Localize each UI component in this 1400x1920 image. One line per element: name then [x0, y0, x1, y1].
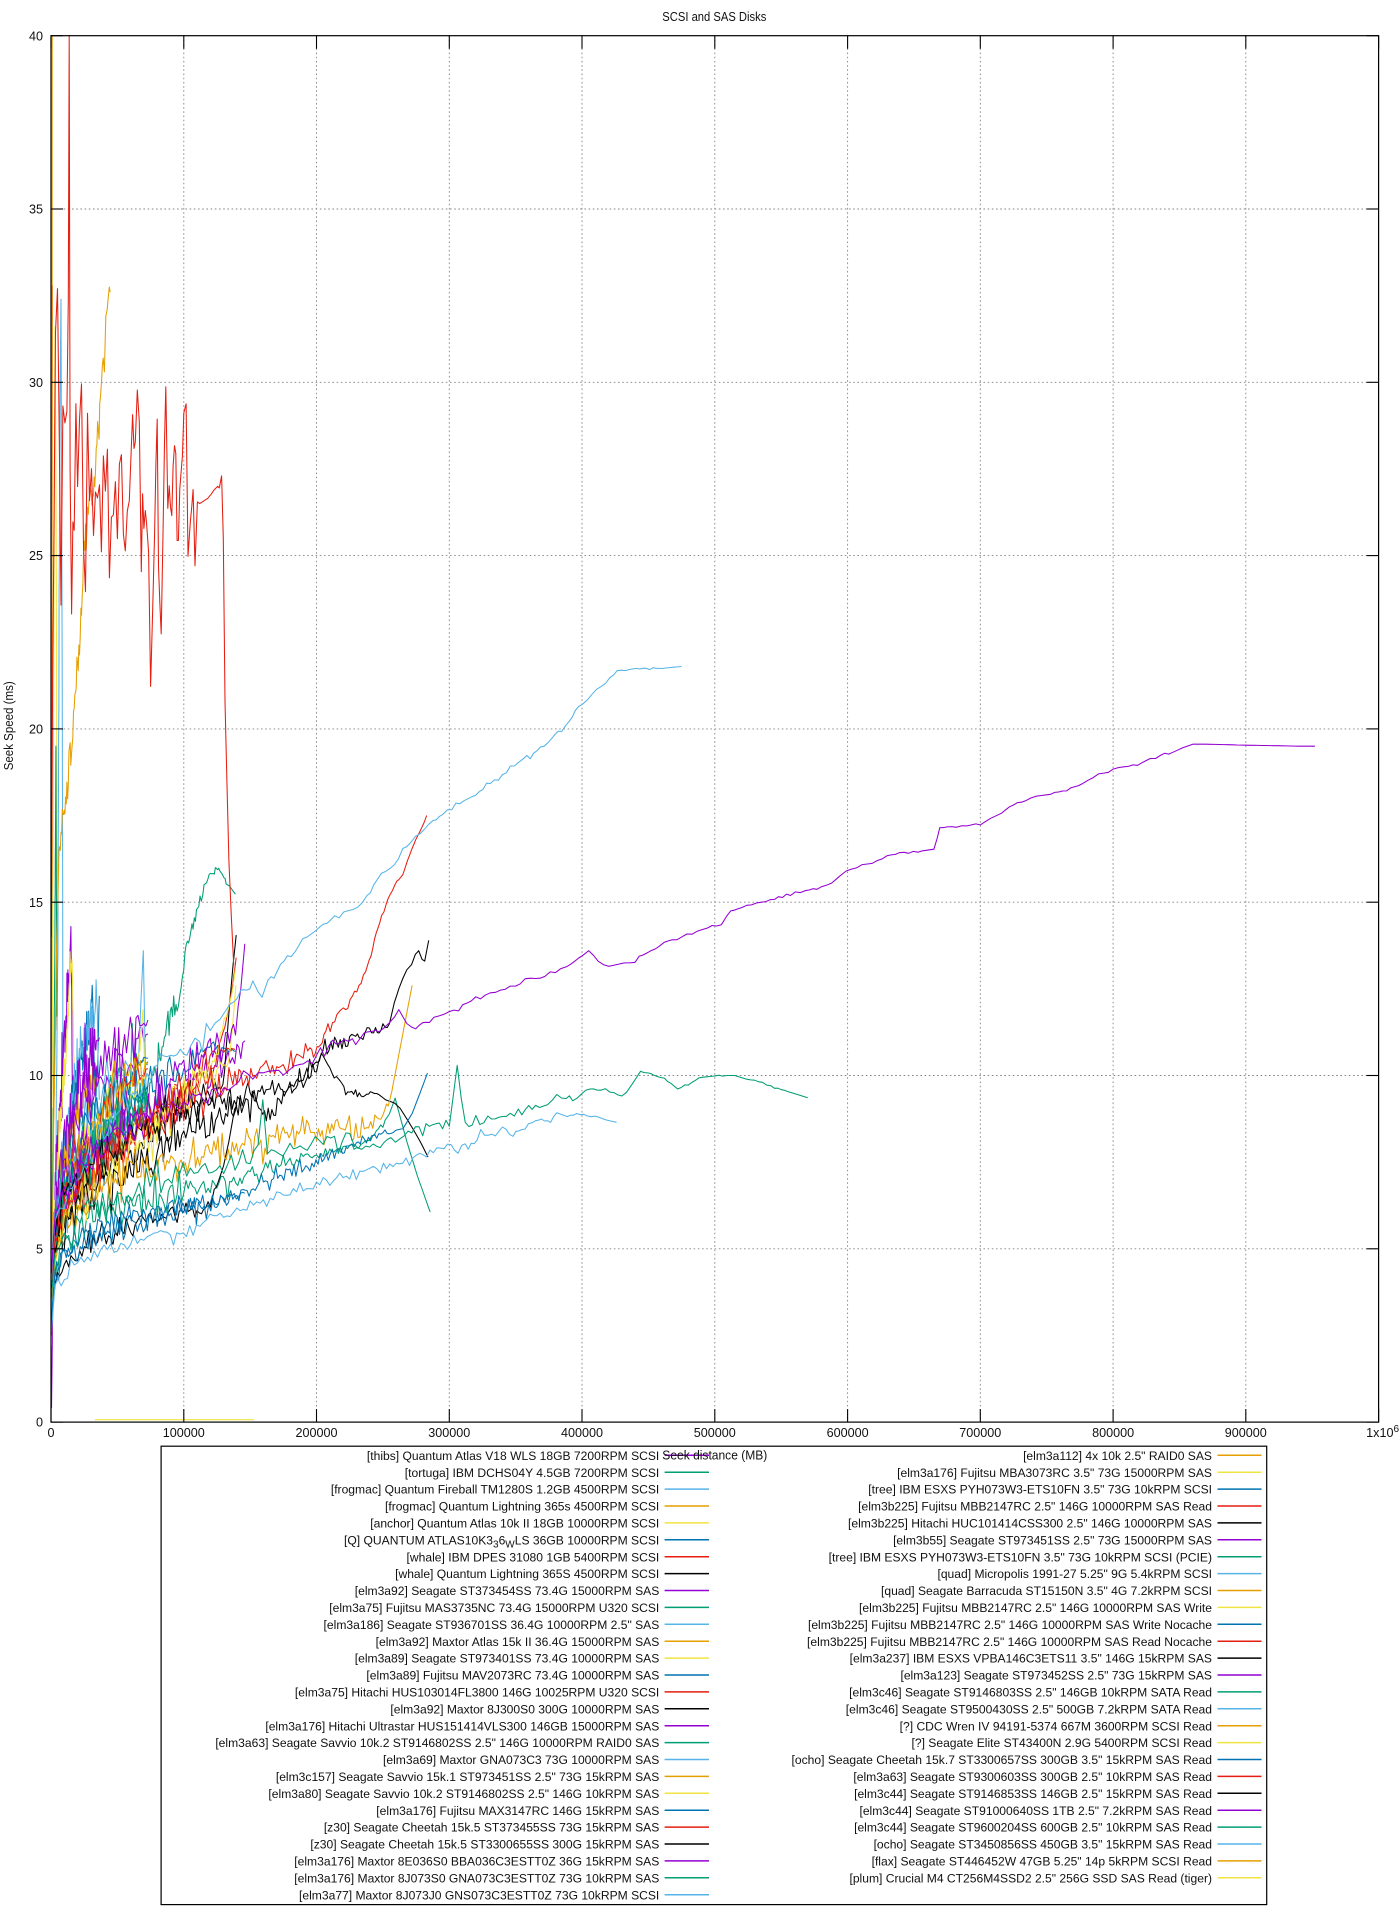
svg-text:15: 15 — [29, 896, 43, 910]
svg-text:[elm3c44] Seagate ST9146853SS: [elm3c44] Seagate ST9146853SS 146GB 2.5"… — [854, 1787, 1212, 1801]
svg-text:0: 0 — [36, 1416, 43, 1430]
svg-text:[whale] Quantum Lightning 365S: [whale] Quantum Lightning 365S 4500RPM S… — [395, 1567, 659, 1581]
svg-text:[anchor] Quantum Atlas 10k II: [anchor] Quantum Atlas 10k II 18GB 10000… — [370, 1517, 659, 1531]
svg-text:[elm3c44] Seagate ST9600204SS: [elm3c44] Seagate ST9600204SS 600GB 2.5"… — [854, 1821, 1212, 1835]
svg-text:[quad] Micropolis 1991-27 5.25: [quad] Micropolis 1991-27 5.25" 9G 5.4kR… — [937, 1567, 1212, 1581]
svg-text:300000: 300000 — [428, 1426, 470, 1440]
svg-text:5: 5 — [36, 1242, 43, 1256]
svg-text:400000: 400000 — [561, 1426, 603, 1440]
svg-text:[elm3a176] Hitachi Ultrastar H: [elm3a176] Hitachi Ultrastar HUS151414VL… — [265, 1719, 659, 1733]
svg-text:SCSI and SAS Disks: SCSI and SAS Disks — [662, 9, 766, 24]
svg-text:[elm3a89] Fujitsu MAV2073RC 73: [elm3a89] Fujitsu MAV2073RC 73.4G 10000R… — [366, 1669, 659, 1683]
svg-text:[elm3a63] Seagate Savvio 10k.2: [elm3a63] Seagate Savvio 10k.2 ST9146802… — [215, 1736, 659, 1750]
svg-text:1x106: 1x106 — [1366, 1424, 1399, 1440]
svg-text:[frogmac] Quantum Lightning 36: [frogmac] Quantum Lightning 365s 4500RPM… — [385, 1500, 659, 1514]
svg-text:20: 20 — [29, 723, 43, 737]
svg-text:[elm3b55] Seagate ST973451SS 2: [elm3b55] Seagate ST973451SS 2.5" 73G 15… — [893, 1533, 1212, 1547]
svg-text:[elm3a77] Maxtor 8J073J0 GNS07: [elm3a77] Maxtor 8J073J0 GNS073C3ESTT0Z … — [299, 1888, 659, 1902]
svg-text:25: 25 — [29, 549, 43, 563]
svg-text:600000: 600000 — [827, 1426, 869, 1440]
svg-text:40: 40 — [29, 29, 43, 43]
svg-text:[elm3a92] Maxtor Atlas 15k II: [elm3a92] Maxtor Atlas 15k II 36.4G 1500… — [376, 1635, 660, 1649]
svg-text:[quad] Seagate Barracuda ST151: [quad] Seagate Barracuda ST15150N 3.5" 4… — [881, 1584, 1212, 1598]
svg-text:[elm3b225] Fujitsu MBB2147RC 2: [elm3b225] Fujitsu MBB2147RC 2.5" 146G 1… — [859, 1601, 1212, 1615]
svg-text:[tortuga] IBM DCHS04Y 4.5GB 72: [tortuga] IBM DCHS04Y 4.5GB 7200RPM SCSI — [405, 1466, 660, 1480]
svg-text:Seek distance (MB): Seek distance (MB) — [662, 1448, 767, 1463]
svg-text:0: 0 — [47, 1426, 54, 1440]
svg-text:[elm3a112] 4x 10k 2.5" RAID0 S: [elm3a112] 4x 10k 2.5" RAID0 SAS — [1023, 1449, 1212, 1463]
svg-text:[thibs] Quantum Atlas V18 WLS: [thibs] Quantum Atlas V18 WLS 18GB 7200R… — [367, 1449, 659, 1463]
svg-text:[elm3b225] Fujitsu MBB2147RC 2: [elm3b225] Fujitsu MBB2147RC 2.5" 146G 1… — [807, 1635, 1212, 1649]
svg-text:[?] Seagate Elite ST43400N 2.9: [?] Seagate Elite ST43400N 2.9G 5400RPM … — [911, 1736, 1212, 1750]
svg-text:700000: 700000 — [959, 1426, 1001, 1440]
svg-text:[elm3a176] Maxtor 8J073S0 GNA0: [elm3a176] Maxtor 8J073S0 GNA073C3ESTT0Z… — [294, 1871, 659, 1885]
svg-text:[z30] Seagate Cheetah 15k.5 ST: [z30] Seagate Cheetah 15k.5 ST373455SS 7… — [324, 1821, 659, 1835]
svg-text:[elm3a69] Maxtor GNA073C3 73G: [elm3a69] Maxtor GNA073C3 73G 10000RPM S… — [383, 1753, 659, 1767]
svg-text:[elm3a176] Maxtor 8E036S0 BBA0: [elm3a176] Maxtor 8E036S0 BBA036C3ESTT0Z… — [294, 1855, 659, 1869]
svg-text:[elm3a92] Maxtor 8J300S0 300G: [elm3a92] Maxtor 8J300S0 300G 10000RPM S… — [390, 1702, 659, 1716]
svg-text:[elm3b225] Fujitsu MBB2147RC 2: [elm3b225] Fujitsu MBB2147RC 2.5" 146G 1… — [858, 1500, 1212, 1514]
svg-text:[z30] Seagate Cheetah 15k.5 ST: [z30] Seagate Cheetah 15k.5 ST3300655SS … — [310, 1838, 659, 1852]
svg-text:[ocho] Seagate Cheetah 15k.7 S: [ocho] Seagate Cheetah 15k.7 ST3300657SS… — [792, 1753, 1212, 1767]
svg-text:[elm3a186] Seagate ST936701SS: [elm3a186] Seagate ST936701SS 36.4G 1000… — [324, 1618, 660, 1632]
svg-text:[tree] IBM ESXS PYH073W3-ETS10: [tree] IBM ESXS PYH073W3-ETS10FN 3.5" 73… — [868, 1483, 1212, 1497]
svg-text:800000: 800000 — [1092, 1426, 1134, 1440]
svg-text:35: 35 — [29, 203, 43, 217]
svg-text:[elm3a176] Fujitsu MBA3073RC 3: [elm3a176] Fujitsu MBA3073RC 3.5" 73G 15… — [897, 1466, 1212, 1480]
svg-text:[tree] IBM ESXS PYH073W3-ETS10: [tree] IBM ESXS PYH073W3-ETS10FN 3.5" 73… — [829, 1550, 1212, 1564]
svg-text:[plum] Crucial M4 CT256M4SSD2: [plum] Crucial M4 CT256M4SSD2 2.5" 256G … — [849, 1871, 1212, 1885]
svg-text:30: 30 — [29, 376, 43, 390]
svg-text:[flax] Seagate ST446452W 47GB: [flax] Seagate ST446452W 47GB 5.25" 14p … — [872, 1855, 1212, 1869]
svg-text:Seek Speed (ms): Seek Speed (ms) — [1, 681, 16, 770]
svg-text:[whale] IBM DPES 31080 1GB 540: [whale] IBM DPES 31080 1GB 5400RPM SCSI — [407, 1550, 660, 1564]
svg-text:[ocho] Seagate ST3450856SS 450: [ocho] Seagate ST3450856SS 450GB 3.5" 15… — [874, 1838, 1212, 1852]
svg-text:[elm3a63] Seagate ST9300603SS: [elm3a63] Seagate ST9300603SS 300GB 2.5"… — [853, 1770, 1212, 1784]
svg-text:[elm3a75] Hitachi HUS103014FL3: [elm3a75] Hitachi HUS103014FL3800 146G 1… — [295, 1686, 659, 1700]
svg-text:[elm3a237] IBM ESXS VPBA146C3E: [elm3a237] IBM ESXS VPBA146C3ETS11 3.5" … — [850, 1652, 1212, 1666]
svg-text:200000: 200000 — [295, 1426, 337, 1440]
svg-text:[elm3b225] Hitachi HUC101414CS: [elm3b225] Hitachi HUC101414CSS300 2.5" … — [848, 1517, 1212, 1531]
svg-text:[elm3a176] Fujitsu MAX3147RC 1: [elm3a176] Fujitsu MAX3147RC 146G 15kRPM… — [376, 1804, 659, 1818]
svg-text:[elm3c157] Seagate Savvio 15k.: [elm3c157] Seagate Savvio 15k.1 ST973451… — [276, 1770, 659, 1784]
svg-text:[frogmac] Quantum Fireball TM1: [frogmac] Quantum Fireball TM1280S 1.2GB… — [331, 1483, 659, 1497]
svg-text:[elm3b225] Fujitsu MBB2147RC 2: [elm3b225] Fujitsu MBB2147RC 2.5" 146G 1… — [808, 1618, 1212, 1632]
svg-text:900000: 900000 — [1225, 1426, 1267, 1440]
svg-text:[?] CDC Wren IV 94191-5374 667: [?] CDC Wren IV 94191-5374 667M 3600RPM … — [900, 1719, 1212, 1733]
svg-text:[Q] QUANTUM ATLAS10K336WLS 36G: [Q] QUANTUM ATLAS10K336WLS 36GB 10000RPM… — [344, 1533, 659, 1550]
svg-text:[elm3c46] Seagate ST9500430SS: [elm3c46] Seagate ST9500430SS 2.5" 500GB… — [846, 1702, 1212, 1716]
svg-text:500000: 500000 — [694, 1426, 736, 1440]
svg-text:[elm3c44] Seagate ST91000640SS: [elm3c44] Seagate ST91000640SS 1TB 2.5" … — [859, 1804, 1212, 1818]
svg-text:[elm3a123] Seagate ST973452SS: [elm3a123] Seagate ST973452SS 2.5" 73G 1… — [900, 1669, 1212, 1683]
svg-text:10: 10 — [29, 1069, 43, 1083]
svg-text:100000: 100000 — [163, 1426, 205, 1440]
svg-text:[elm3a89] Seagate ST973401SS 7: [elm3a89] Seagate ST973401SS 73.4G 10000… — [355, 1652, 660, 1666]
svg-text:[elm3a92] Seagate ST373454SS 7: [elm3a92] Seagate ST373454SS 73.4G 15000… — [355, 1584, 660, 1598]
svg-text:[elm3c46] Seagate ST9146803SS: [elm3c46] Seagate ST9146803SS 2.5" 146GB… — [849, 1686, 1212, 1700]
svg-text:[elm3a80] Seagate Savvio 10k.2: [elm3a80] Seagate Savvio 10k.2 ST9146802… — [268, 1787, 659, 1801]
svg-text:[elm3a75] Fujitsu MAS3735NC 73: [elm3a75] Fujitsu MAS3735NC 73.4G 15000R… — [329, 1601, 659, 1615]
